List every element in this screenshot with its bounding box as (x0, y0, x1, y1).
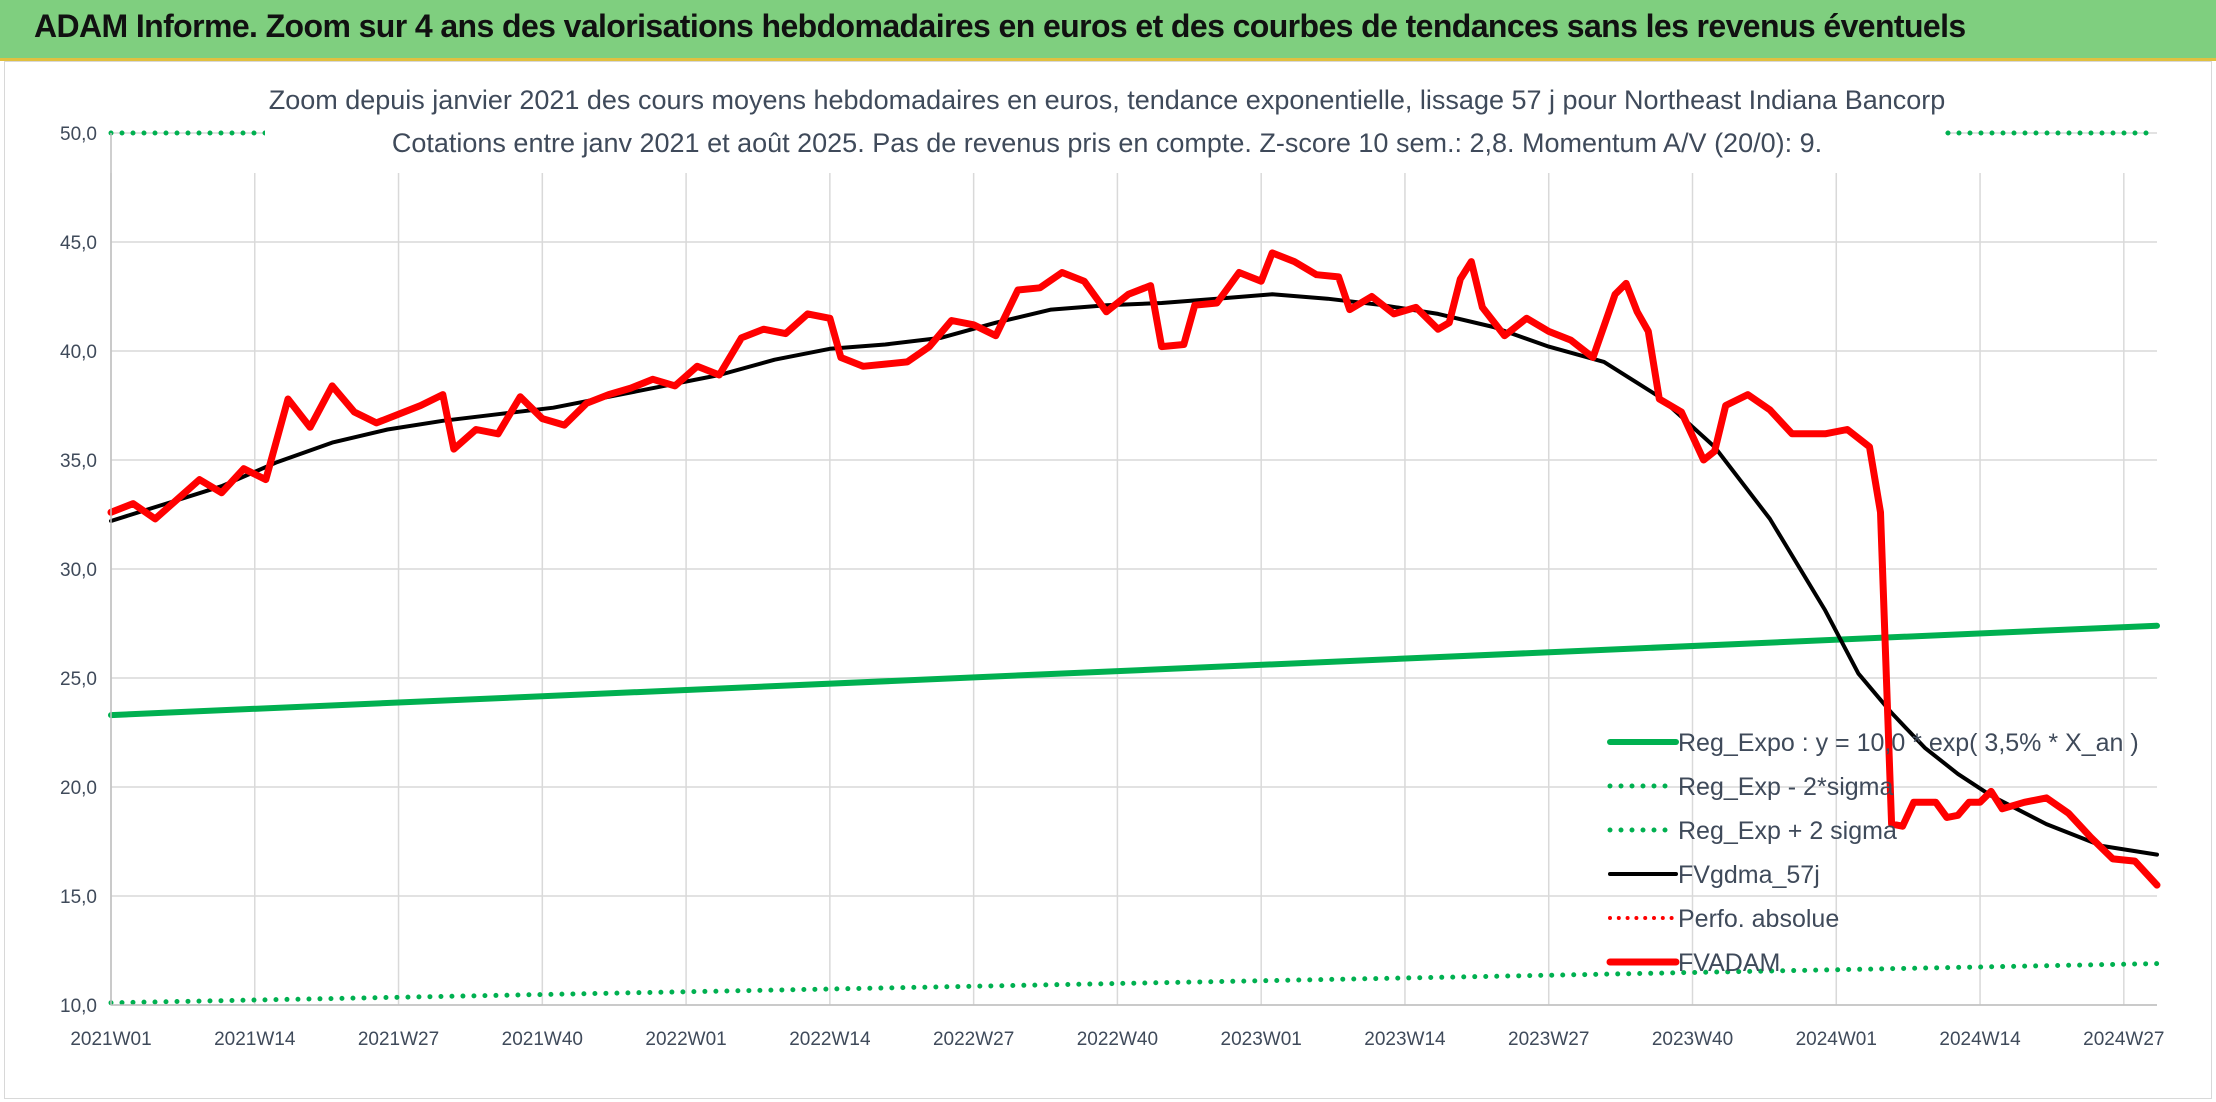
x-tick-label: 2021W01 (70, 1029, 151, 1050)
report-banner: ADAM Informe. Zoom sur 4 ans des valoris… (0, 0, 2216, 61)
chart-subtitle: Cotations entre janv 2021 et août 2025. … (392, 128, 1822, 158)
legend-label: Reg_Exp + 2 sigma (1678, 817, 1897, 845)
chart-axes: 10,0 15,0 20,0 25,0 30,0 35,0 40,0 45,0 50,0 2021… (60, 124, 2164, 1050)
legend-label: Reg_Expo : y = 10,0 * exp( 3,5% * X_an ) (1678, 729, 2139, 757)
y-tick-label: 40,0 (60, 342, 97, 363)
x-tick-label: 2021W27 (358, 1029, 439, 1050)
chart-legend: Reg_Expo : y = 10,0 * exp( 3,5% * X_an )… (1606, 729, 2139, 977)
chart-grid (110, 132, 2157, 1006)
x-tick-label: 2021W14 (214, 1029, 296, 1050)
x-tick-label: 2024W14 (1939, 1029, 2021, 1050)
x-tick-label: 2022W14 (789, 1029, 871, 1050)
y-tick-label: 15,0 (60, 887, 97, 908)
series-line-1 (108, 961, 2160, 1006)
chart-frame: 10,0 15,0 20,0 25,0 30,0 35,0 40,0 45,0 50,0 2021… (4, 61, 2212, 1099)
x-tick-label: 2023W14 (1364, 1029, 1446, 1050)
y-tick-label: 35,0 (60, 451, 97, 472)
x-tick-label: 2024W01 (1796, 1029, 1877, 1050)
legend-label: Perfo. absolue (1678, 905, 1839, 933)
y-tick-label: 50,0 (60, 124, 97, 145)
y-tick-label: 10,0 (60, 996, 97, 1017)
series-line-3 (109, 292, 2159, 857)
report-title: ADAM Informe. Zoom sur 4 ans des valoris… (34, 8, 1966, 44)
legend-label: Reg_Exp - 2*sigma (1678, 773, 1893, 801)
series-line-5 (107, 249, 2161, 889)
y-tick-label: 20,0 (60, 778, 97, 799)
y-tick-label: 25,0 (60, 669, 97, 690)
x-tick-label: 2022W27 (933, 1029, 1014, 1050)
x-tick-label: 2023W01 (1221, 1029, 1302, 1050)
legend-label: FVgdma_57j (1678, 861, 1820, 889)
price-chart: 10,0 15,0 20,0 25,0 30,0 35,0 40,0 45,0 50,0 2021… (60, 84, 2164, 1050)
x-tick-label: 2022W40 (1077, 1029, 1158, 1050)
title-backdrop (265, 84, 1945, 164)
series-layer (107, 130, 2161, 1006)
x-tick-label: 2023W40 (1652, 1029, 1733, 1050)
y-tick-label: 45,0 (60, 233, 97, 254)
x-tick-label: 2022W01 (645, 1029, 726, 1050)
legend-label: FVADAM (1678, 949, 1780, 977)
chart-title: Zoom depuis janvier 2021 des cours moyen… (269, 85, 1946, 115)
series-line-0 (108, 622, 2160, 719)
x-tick-label: 2023W27 (1508, 1029, 1589, 1050)
y-tick-label: 30,0 (60, 560, 97, 581)
x-tick-label: 2021W40 (502, 1029, 583, 1050)
x-tick-label: 2024W27 (2083, 1029, 2164, 1050)
